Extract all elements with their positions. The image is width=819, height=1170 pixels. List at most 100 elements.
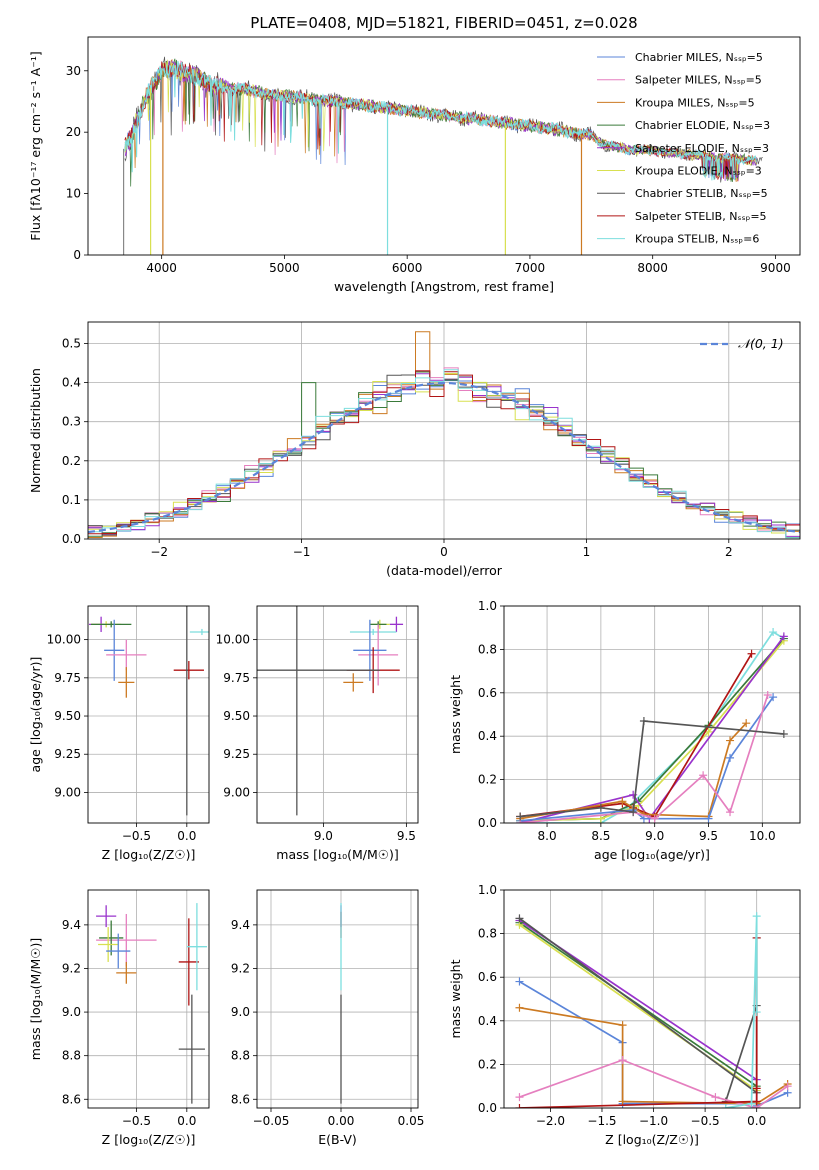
legend-label: Chabrier MILES, Nₛₛₚ=5 [635, 51, 763, 64]
y-tick-label: 0.4 [62, 376, 81, 390]
mass-weight-marker [752, 1097, 761, 1106]
data-point-errorbar [358, 624, 399, 686]
y-tick-label: 1.0 [478, 599, 497, 613]
y-tick-label: 30 [66, 64, 81, 78]
x-tick-label: −0.05 [253, 1114, 290, 1128]
axes-frame [87, 36, 801, 256]
mass-weight-marker [769, 628, 778, 637]
y-tick-label: 9.25 [54, 747, 81, 761]
y-tick-label: 9.00 [54, 785, 81, 799]
mass-weight-marker [742, 719, 751, 728]
plot-area-age-vs-mass [257, 606, 404, 816]
data-point-errorbar [106, 639, 147, 671]
legend-label: Kroupa MILES, Nₛₛₚ=5 [635, 96, 755, 109]
y-tick-label: 9.4 [62, 918, 81, 932]
data-point-errorbar [353, 619, 387, 681]
x-tick-label: −0.5 [122, 829, 151, 843]
x-tick-label: 8000 [637, 261, 668, 275]
mass-weight-marker [726, 736, 735, 745]
mass-weight-line [725, 916, 758, 1108]
y-tick-label: 0.2 [478, 1057, 497, 1071]
plot-area-spectrum [122, 56, 763, 255]
y-tick-label: 9.25 [223, 747, 250, 761]
data-point-errorbar [349, 628, 397, 636]
mass-weight-line [520, 696, 774, 822]
mass-weight-marker [650, 814, 659, 823]
y-tick-label: 10.00 [47, 633, 81, 647]
mass-weight-marker [752, 912, 761, 921]
panel-mass-vs-EBV: −0.05 0.00 0.05 8.6 8.8 9.0 9.2 9.4 E(B-V) [231, 889, 424, 1147]
x-tick-label: 0.00 [328, 1114, 355, 1128]
data-point-errorbar [104, 619, 125, 681]
mass-weight-marker [618, 1021, 627, 1030]
axes-frame [256, 605, 419, 824]
data-point-errorbar [96, 905, 117, 928]
mass-weight-marker [618, 1056, 627, 1065]
y-tick-label: 20 [66, 125, 81, 139]
legend-label: 𝒩(0, 1) [738, 336, 784, 351]
mass-weight-line [520, 694, 769, 823]
x-tick-label: 2 [725, 545, 733, 559]
x-tick-label: 0 [440, 545, 448, 559]
x-tick-label: 9000 [760, 261, 791, 275]
legend-label: Chabrier STELIB, Nₛₛₚ=5 [635, 187, 768, 200]
mass-weight-line [519, 938, 758, 1108]
x-tick-label: 0.0 [177, 1114, 196, 1128]
panel-mass-vs-Z: −0.5 0.0 8.6 8.8 9.0 9.2 9.4 Z [log₁₀(Z/Z☉)] mas… [28, 889, 210, 1147]
data-point-errorbar [186, 903, 207, 991]
y-tick-label: 9.0 [231, 1005, 250, 1019]
y-tick-label: 1.0 [478, 883, 497, 897]
mass-weight-marker [769, 693, 778, 702]
mass-weight-marker [726, 753, 735, 762]
spectrum-line [124, 60, 758, 181]
x-tick-label: 9.0 [314, 829, 333, 843]
x-axis-label: E(B-V) [318, 1132, 357, 1147]
y-tick-label: 0.0 [478, 1101, 497, 1115]
x-tick-label: −0.5 [691, 1114, 720, 1128]
plot-area-mass-weight-vs-Z [515, 912, 792, 1108]
mass-weight-marker [783, 1082, 792, 1091]
y-tick-label: 9.2 [231, 961, 250, 975]
x-tick-label: −1.0 [639, 1114, 668, 1128]
mass-weight-marker [629, 808, 638, 817]
mass-weight-marker [763, 690, 772, 699]
data-point-errorbar [91, 621, 132, 628]
x-tick-label: 6000 [392, 261, 423, 275]
mass-weight-marker [779, 730, 788, 739]
x-tick-label: 0.0 [747, 1114, 766, 1128]
axes-frame [87, 321, 801, 540]
x-tick-label: 5000 [269, 261, 300, 275]
y-tick-label: 0.5 [62, 337, 81, 351]
x-axis-label: Z [log₁₀(Z/Z☉)] [102, 1132, 196, 1147]
mass-weight-marker [596, 803, 605, 812]
mass-weight-marker [752, 1084, 761, 1093]
y-tick-label: 9.0 [62, 1005, 81, 1019]
x-axis-label: age [log₁₀(age/yr)] [594, 847, 710, 862]
y-axis-label: mass weight [448, 959, 463, 1038]
data-point-errorbar [189, 628, 209, 636]
plot-area-mass-weight-vs-age [516, 628, 788, 823]
data-point-errorbar [118, 667, 135, 698]
x-tick-label: 10.0 [749, 829, 776, 843]
y-tick-label: 0.0 [478, 816, 497, 830]
legend-label: Salpeter STELIB, Nₛₛₚ=5 [635, 210, 767, 223]
chart-title: PLATE=0408, MJD=51821, FIBERID=0451, z=0… [250, 14, 637, 32]
panel-mass-weight-vs-age: 8.0 8.5 9.0 9.5 10.0 0.0 0.2 0.4 0.6 0.8 1.0 age [l… [448, 599, 801, 862]
y-tick-label: 0.8 [478, 927, 497, 941]
y-tick-label: 0.1 [62, 493, 81, 507]
mass-weight-marker [515, 914, 524, 923]
legend-label: Salpeter MILES, Nₛₛₚ=5 [635, 74, 762, 87]
y-tick-label: 10 [66, 187, 81, 201]
panel-residuals: −2 −1 0 1 2 0.0 0.1 0.2 0.3 0.4 0.5 (data-model)/er… [28, 321, 801, 578]
panel-spectrum: 4000 5000 6000 7000 8000 9000 0 10 20 30 wavelengt… [28, 14, 801, 294]
mass-weight-line [520, 630, 785, 823]
normal-reference-curve [88, 381, 800, 534]
y-tick-label: 9.75 [54, 671, 81, 685]
axes-frame [503, 605, 801, 824]
plot-area-age-vs-Z [89, 606, 209, 816]
x-tick-label: −2 [150, 545, 168, 559]
mass-weight-marker [515, 1104, 524, 1108]
data-point-errorbar [116, 961, 137, 984]
legend-label: Salpeter ELODIE, Nₛₛₚ=3 [635, 142, 769, 155]
legend-label: Kroupa ELODIE, Nₛₛₚ=3 [635, 165, 762, 178]
